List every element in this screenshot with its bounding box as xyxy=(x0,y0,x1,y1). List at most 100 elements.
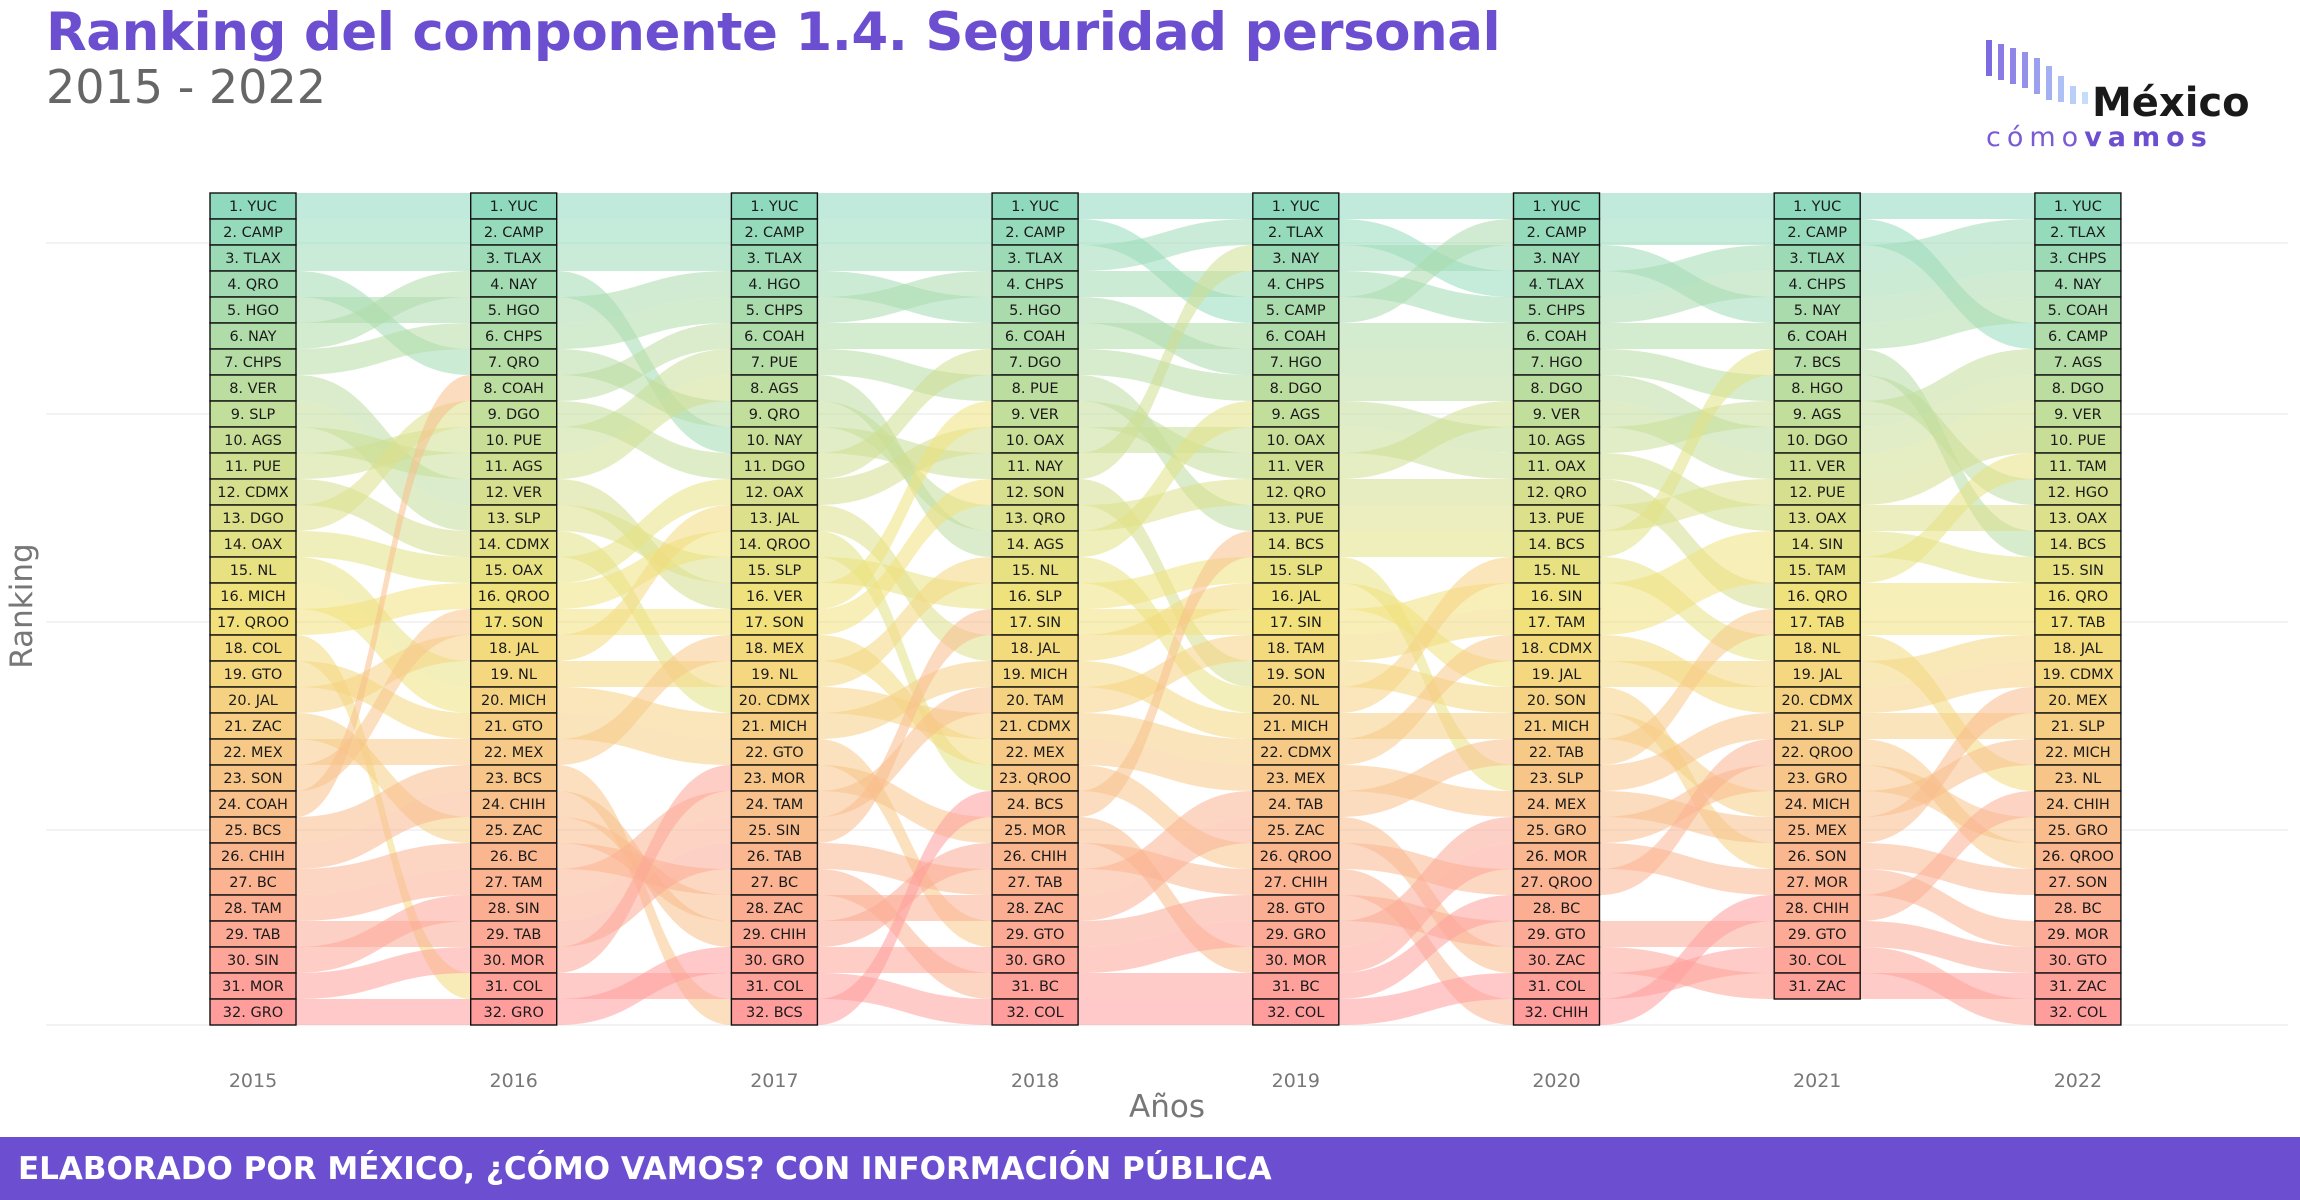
node-2018-BC xyxy=(991,972,1079,1000)
flow-TLAX-2020 xyxy=(1599,245,1775,297)
alluvial-chart: 1. YUC 2. CAMP 3. TLAX 4. QRO 5. HGO 6. NAY 7.… xyxy=(4,192,2288,1125)
node-2020-ZAC xyxy=(1512,946,1601,974)
node-label: 1. YUC xyxy=(1793,199,1841,215)
node-2015-DGO xyxy=(209,504,297,532)
node-2016-CDMX xyxy=(470,530,558,558)
flow-AGS-2016 xyxy=(556,375,732,479)
node-2015-MEX xyxy=(209,738,297,766)
node-label: 14. BCS xyxy=(2050,537,2107,553)
flow-QRO-2021 xyxy=(1860,583,2035,609)
node-label: 18. CDMX xyxy=(1521,641,1592,657)
node-label: 1. YUC xyxy=(1272,199,1320,215)
node-2016-COAH xyxy=(470,374,558,402)
flow-MEX-2021 xyxy=(1860,687,2035,843)
node-label: 26. QROO xyxy=(2042,849,2114,865)
node-2019-CHIH xyxy=(1252,868,1340,896)
node-2019-JAL xyxy=(1252,582,1340,610)
flow-CDMX-2018 xyxy=(1078,713,1253,765)
node-label: 21. GTO xyxy=(484,719,543,735)
flow-TAM-2020 xyxy=(1599,557,1775,635)
node-label: 3. TLAX xyxy=(486,251,542,267)
node-label: 25. MOR xyxy=(1004,823,1066,839)
node-2019-MEX xyxy=(1252,764,1340,792)
flow-GTO-2016 xyxy=(556,713,732,765)
flow-MICH-2017 xyxy=(817,661,993,739)
node-label: 22. MEX xyxy=(1005,745,1064,761)
logo-word: México xyxy=(2092,80,2250,126)
node-2019-ZAC xyxy=(1252,816,1340,844)
node-2017-MICH xyxy=(730,712,819,740)
node-label: 23. MEX xyxy=(1266,771,1325,787)
node-2022-BC xyxy=(2034,894,2122,922)
node-label: 25. MEX xyxy=(1788,823,1847,839)
node-2017-NAY xyxy=(730,426,819,454)
node-label: 9. DGO xyxy=(488,407,540,423)
node-label: 15. SLP xyxy=(1269,563,1323,579)
node-label: 15. TAM xyxy=(1788,563,1846,579)
node-2020-COAH xyxy=(1512,322,1601,350)
node-label: 13. PUE xyxy=(1268,511,1324,527)
node-2015-CHIH xyxy=(209,842,297,870)
flow-TAB-2016 xyxy=(556,843,732,947)
node-2018-SON xyxy=(991,478,1079,506)
node-label: 8. HGO xyxy=(1791,381,1843,397)
node-label: 16. QROO xyxy=(478,589,550,605)
node-2017-AGS xyxy=(730,374,819,402)
flow-CHPS-2020 xyxy=(1599,271,1775,323)
node-label: 19. GTO xyxy=(224,667,283,683)
node-2018-NAY xyxy=(991,452,1079,480)
node-label: 26. SON xyxy=(1788,849,1847,865)
node-label: 20. SON xyxy=(1527,693,1586,709)
flow-PUE-2019 xyxy=(1338,505,1514,531)
node-2021-QRO xyxy=(1773,582,1861,610)
node-label: 20. MEX xyxy=(2048,693,2107,709)
node-2017-CHPS xyxy=(730,296,819,324)
node-2016-JAL xyxy=(470,634,558,662)
node-2015-VER xyxy=(209,374,297,402)
node-label: 4. HGO xyxy=(748,277,800,293)
flow-BC-2018 xyxy=(1078,973,1253,999)
node-label: 2. CAMP xyxy=(1527,225,1587,241)
node-label: 18. JAL xyxy=(2053,641,2103,657)
node-label: 17. TAB xyxy=(1790,615,1845,631)
node-label: 8. COAH xyxy=(483,381,544,397)
node-label: 30. GRO xyxy=(744,953,804,969)
node-label: 5. NAY xyxy=(1794,303,1841,319)
node-label: 24. CHIH xyxy=(2046,797,2110,813)
node-2021-MOR xyxy=(1773,868,1861,896)
flow-SIN-2017 xyxy=(817,609,993,843)
node-label: 5. CAMP xyxy=(1266,303,1326,319)
node-label: 20. NL xyxy=(1272,693,1319,709)
node-label: 31. MOR xyxy=(222,979,284,995)
node-label: 15. SIN xyxy=(2052,563,2104,579)
node-2017-NL xyxy=(730,660,819,688)
flow-NL-2017 xyxy=(817,557,993,687)
flow-JAL-2015 xyxy=(296,635,471,713)
node-2015-NAY xyxy=(209,322,297,350)
flow-BCS-2015 xyxy=(296,765,471,843)
chart-title: Ranking del componente 1.4. Seguridad pe… xyxy=(46,2,1501,63)
node-label: 22. TAB xyxy=(1529,745,1584,761)
node-2019-SIN xyxy=(1252,608,1340,636)
node-label: 20. TAM xyxy=(1006,693,1064,709)
flow-GRO-2015 xyxy=(296,999,471,1025)
flow-TAM-2016 xyxy=(556,791,732,895)
flow-VER-2021 xyxy=(1860,401,2035,479)
x-tick-label: 2021 xyxy=(1793,1070,1841,1092)
node-label: 6. COAH xyxy=(744,329,805,345)
x-tick-label: 2018 xyxy=(1011,1070,1059,1092)
node-2020-BCS xyxy=(1512,530,1601,558)
node-label: 30. ZAC xyxy=(1528,953,1585,969)
node-label: 8. DGO xyxy=(1270,381,1322,397)
node-2022-MOR xyxy=(2034,920,2122,948)
node-label: 29. GTO xyxy=(1006,927,1065,943)
node-label: 12. QRO xyxy=(1266,485,1327,501)
node-label: 20. MICH xyxy=(481,693,546,709)
node-2017-BCS xyxy=(730,998,819,1026)
node-label: 31. ZAC xyxy=(2049,979,2106,995)
node-2018-YUC xyxy=(991,192,1079,220)
node-2018-NL xyxy=(991,556,1079,584)
node-2018-MEX xyxy=(991,738,1079,766)
flow-CHPS-2017 xyxy=(817,271,993,323)
node-2015-OAX xyxy=(209,530,297,558)
